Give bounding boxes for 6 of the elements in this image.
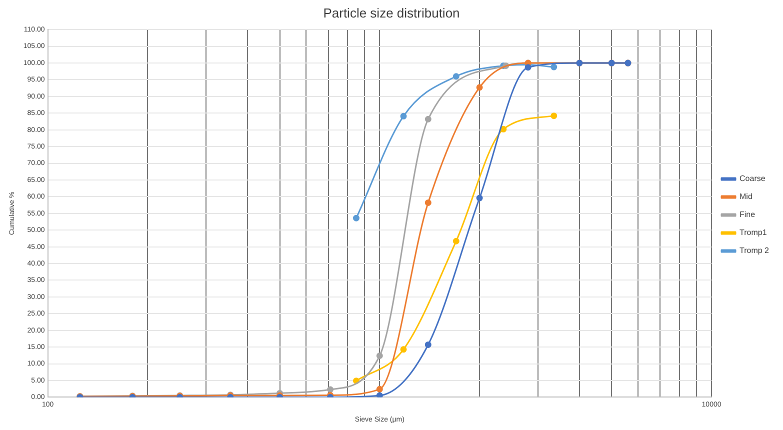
legend-label: Mid: [740, 192, 752, 202]
legend-label: Fine: [740, 210, 756, 220]
chart-title: Particle size distribution: [323, 5, 460, 20]
legend-label: Tromp 2: [740, 246, 770, 256]
legend-label: Coarse: [740, 174, 766, 184]
legend-label: Tromp1: [740, 228, 768, 238]
